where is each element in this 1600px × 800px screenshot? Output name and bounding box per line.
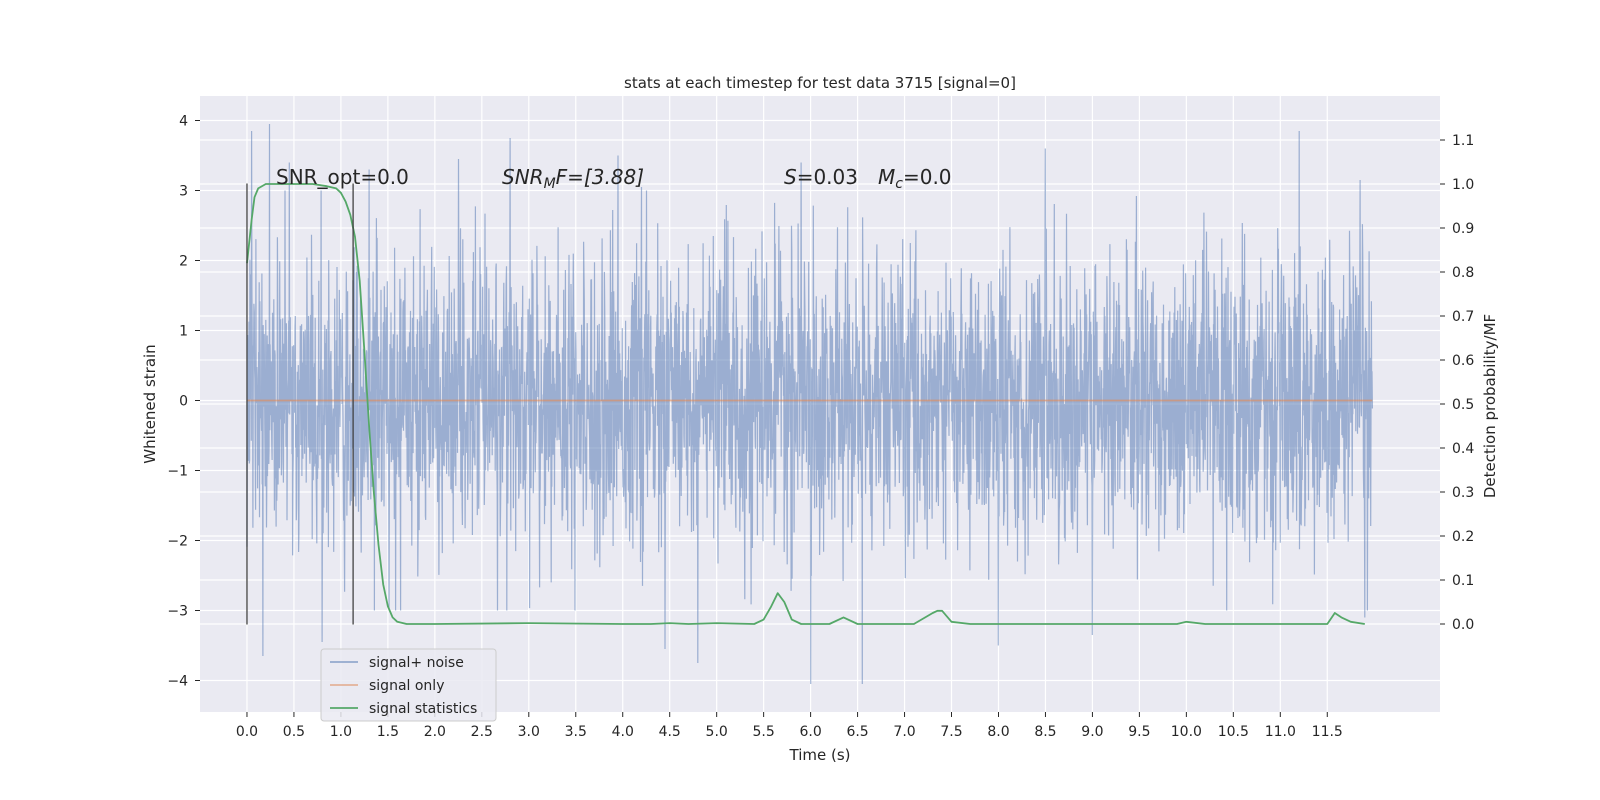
x-tick-label: 4.0 [612,724,634,740]
annotation-mc: Mc=0.0 [878,165,952,192]
left-y-tick-label: −3 [167,604,188,620]
x-tick-label: 3.5 [565,724,587,740]
x-tick-label: 9.5 [1128,724,1150,740]
right-y-tick-label: 0.4 [1452,441,1474,457]
x-tick-label: 10.0 [1171,724,1202,740]
right-y-tick-labels: 0.0 0.1 0.2 0.3 0.4 0.5 0.6 0.7 0.8 0.9 1.0 1.1 [1440,133,1474,633]
legend-label-signal-statistics: signal statistics [369,701,477,717]
right-y-tick-label: 0.9 [1452,221,1474,237]
legend: signal+ noise signal only signal statist… [320,648,497,722]
x-tick-label: 7.5 [940,724,962,740]
x-tick-label: 4.5 [659,724,681,740]
left-y-tick-label: −1 [167,464,188,480]
left-y-tick-labels: −4 −3 −2 −1 0 1 2 3 4 [167,114,200,690]
left-y-tick-label: −4 [167,674,188,690]
left-y-tick-label: 0 [179,394,188,410]
x-tick-label: 0.5 [283,724,305,740]
left-y-tick-label: 2 [179,254,188,270]
right-y-tick-label: 0.6 [1452,353,1474,369]
right-y-tick-label: 0.1 [1452,573,1474,589]
chart-title: stats at each timestep for test data 371… [624,74,1016,92]
x-tick-label: 2.0 [424,724,446,740]
x-tick-label: 10.5 [1218,724,1249,740]
annotation-snr-opt: SNR_opt=0.0 [276,165,409,189]
left-y-tick-label: 4 [179,114,188,130]
x-tick-label: 0.0 [236,724,258,740]
legend-label-signal-noise: signal+ noise [369,655,464,671]
signal-noise-series [246,123,1373,685]
x-tick-label: 11.0 [1265,724,1296,740]
right-y-tick-label: 0.8 [1452,265,1474,281]
x-tick-label: 5.5 [753,724,775,740]
annotation-s: S=0.03 [784,165,858,189]
vertical-markers [246,183,354,625]
x-tick-label: 3.0 [518,724,540,740]
left-y-tick-label: 3 [179,184,188,200]
right-y-axis-label: Detection probability/MF [1481,314,1499,498]
line-series [246,183,1373,625]
x-tick-label: 1.5 [377,724,399,740]
legend-box [320,648,497,722]
left-y-tick-label: −2 [167,534,188,550]
left-y-axis-label: Whitened strain [141,344,159,463]
legend-label-signal-only: signal only [369,678,444,694]
signal-statistics-line [246,183,1365,625]
x-tick-label: 6.5 [846,724,868,740]
x-tick-labels: 0.0 0.5 1.0 1.5 2.0 2.5 3.0 3.5 4.0 4.5 5.0 5.5 6.0 6… [236,712,1343,740]
right-y-tick-label: 0.7 [1452,309,1474,325]
x-tick-label: 7.0 [893,724,915,740]
signal-noise-line [246,123,1373,685]
x-tick-label: 11.5 [1312,724,1343,740]
left-y-tick-label: 1 [179,324,188,340]
x-tick-label: 2.5 [471,724,493,740]
x-axis-label: Time (s) [789,746,851,764]
x-tick-label: 8.5 [1034,724,1056,740]
x-tick-label: 9.0 [1081,724,1103,740]
x-tick-label: 8.0 [987,724,1009,740]
annotation-snr-mf: SNRMF=[3.88] [502,165,644,192]
right-y-tick-label: 0.0 [1452,617,1474,633]
x-tick-label: 6.0 [799,724,821,740]
right-y-tick-label: 1.0 [1452,177,1474,193]
right-y-tick-label: 0.2 [1452,529,1474,545]
right-y-tick-label: 0.3 [1452,485,1474,501]
right-y-tick-label: 0.5 [1452,397,1474,413]
right-y-tick-label: 1.1 [1452,133,1474,149]
x-tick-label: 5.0 [706,724,728,740]
x-tick-label: 1.0 [330,724,352,740]
